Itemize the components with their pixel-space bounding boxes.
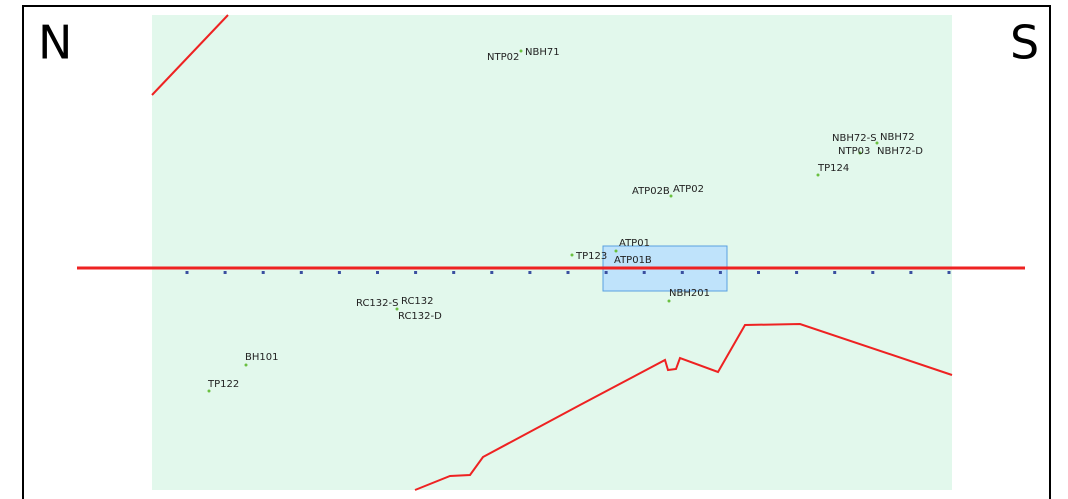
point-label: ATP01 bbox=[619, 238, 650, 249]
point-dot bbox=[667, 299, 671, 303]
marker bbox=[261, 271, 265, 274]
point-label: ATP01B bbox=[614, 255, 652, 266]
point-dot bbox=[519, 49, 523, 53]
marker bbox=[757, 271, 760, 274]
marker bbox=[337, 271, 341, 274]
point-label: NBH201 bbox=[669, 288, 710, 299]
marker bbox=[376, 271, 379, 274]
compass-n: N bbox=[38, 16, 72, 70]
marker bbox=[947, 271, 951, 274]
point-label: TP124 bbox=[817, 163, 849, 174]
marker bbox=[833, 271, 837, 274]
point-label: NBH71 bbox=[525, 47, 560, 58]
marker bbox=[414, 271, 418, 274]
marker bbox=[566, 271, 570, 274]
frame bbox=[22, 5, 1051, 499]
point-label: NTP03 bbox=[838, 146, 870, 157]
point-label: TP122 bbox=[207, 379, 239, 390]
point-dot bbox=[875, 141, 879, 145]
marker bbox=[642, 271, 646, 274]
point-dot bbox=[207, 389, 211, 393]
marker bbox=[185, 271, 189, 274]
points: NTP02 NBH71 NBH72-S NBH72 NTP03 NBH72-D TP124 A… bbox=[207, 47, 923, 393]
marker bbox=[528, 271, 532, 274]
point-label: NBH72-D bbox=[877, 146, 923, 157]
marker bbox=[909, 271, 913, 274]
marker bbox=[680, 271, 684, 274]
point-label: NTP02 bbox=[487, 52, 519, 63]
point-label: RC132-D bbox=[398, 311, 442, 322]
marker bbox=[490, 271, 494, 274]
marker bbox=[871, 271, 875, 274]
point-dot bbox=[614, 249, 618, 253]
point-label: RC132 bbox=[401, 296, 434, 307]
section-markers bbox=[185, 271, 951, 274]
marker bbox=[718, 271, 722, 274]
boundary-line bbox=[414, 322, 953, 491]
point-label: ATP02B bbox=[632, 186, 670, 197]
boundary-line bbox=[151, 14, 229, 96]
marker bbox=[299, 271, 303, 274]
point-dot bbox=[669, 194, 673, 198]
point-dot bbox=[570, 253, 574, 257]
point-label: RC132-S bbox=[356, 298, 398, 309]
marker bbox=[795, 271, 799, 274]
site-area bbox=[152, 15, 952, 490]
point-label: ATP02 bbox=[673, 184, 704, 195]
point-label: NBH72 bbox=[880, 132, 915, 143]
point-label: NBH72-S bbox=[832, 133, 877, 144]
marker bbox=[223, 271, 227, 274]
point-label: BH101 bbox=[245, 352, 278, 363]
point-dot bbox=[858, 151, 862, 155]
point-dot bbox=[244, 363, 248, 367]
point-dot bbox=[395, 307, 399, 311]
point-dot bbox=[816, 173, 820, 177]
marker bbox=[604, 271, 608, 274]
point-label: TP123 bbox=[575, 251, 607, 262]
marker bbox=[452, 271, 456, 274]
compass-s: S bbox=[1010, 16, 1039, 70]
